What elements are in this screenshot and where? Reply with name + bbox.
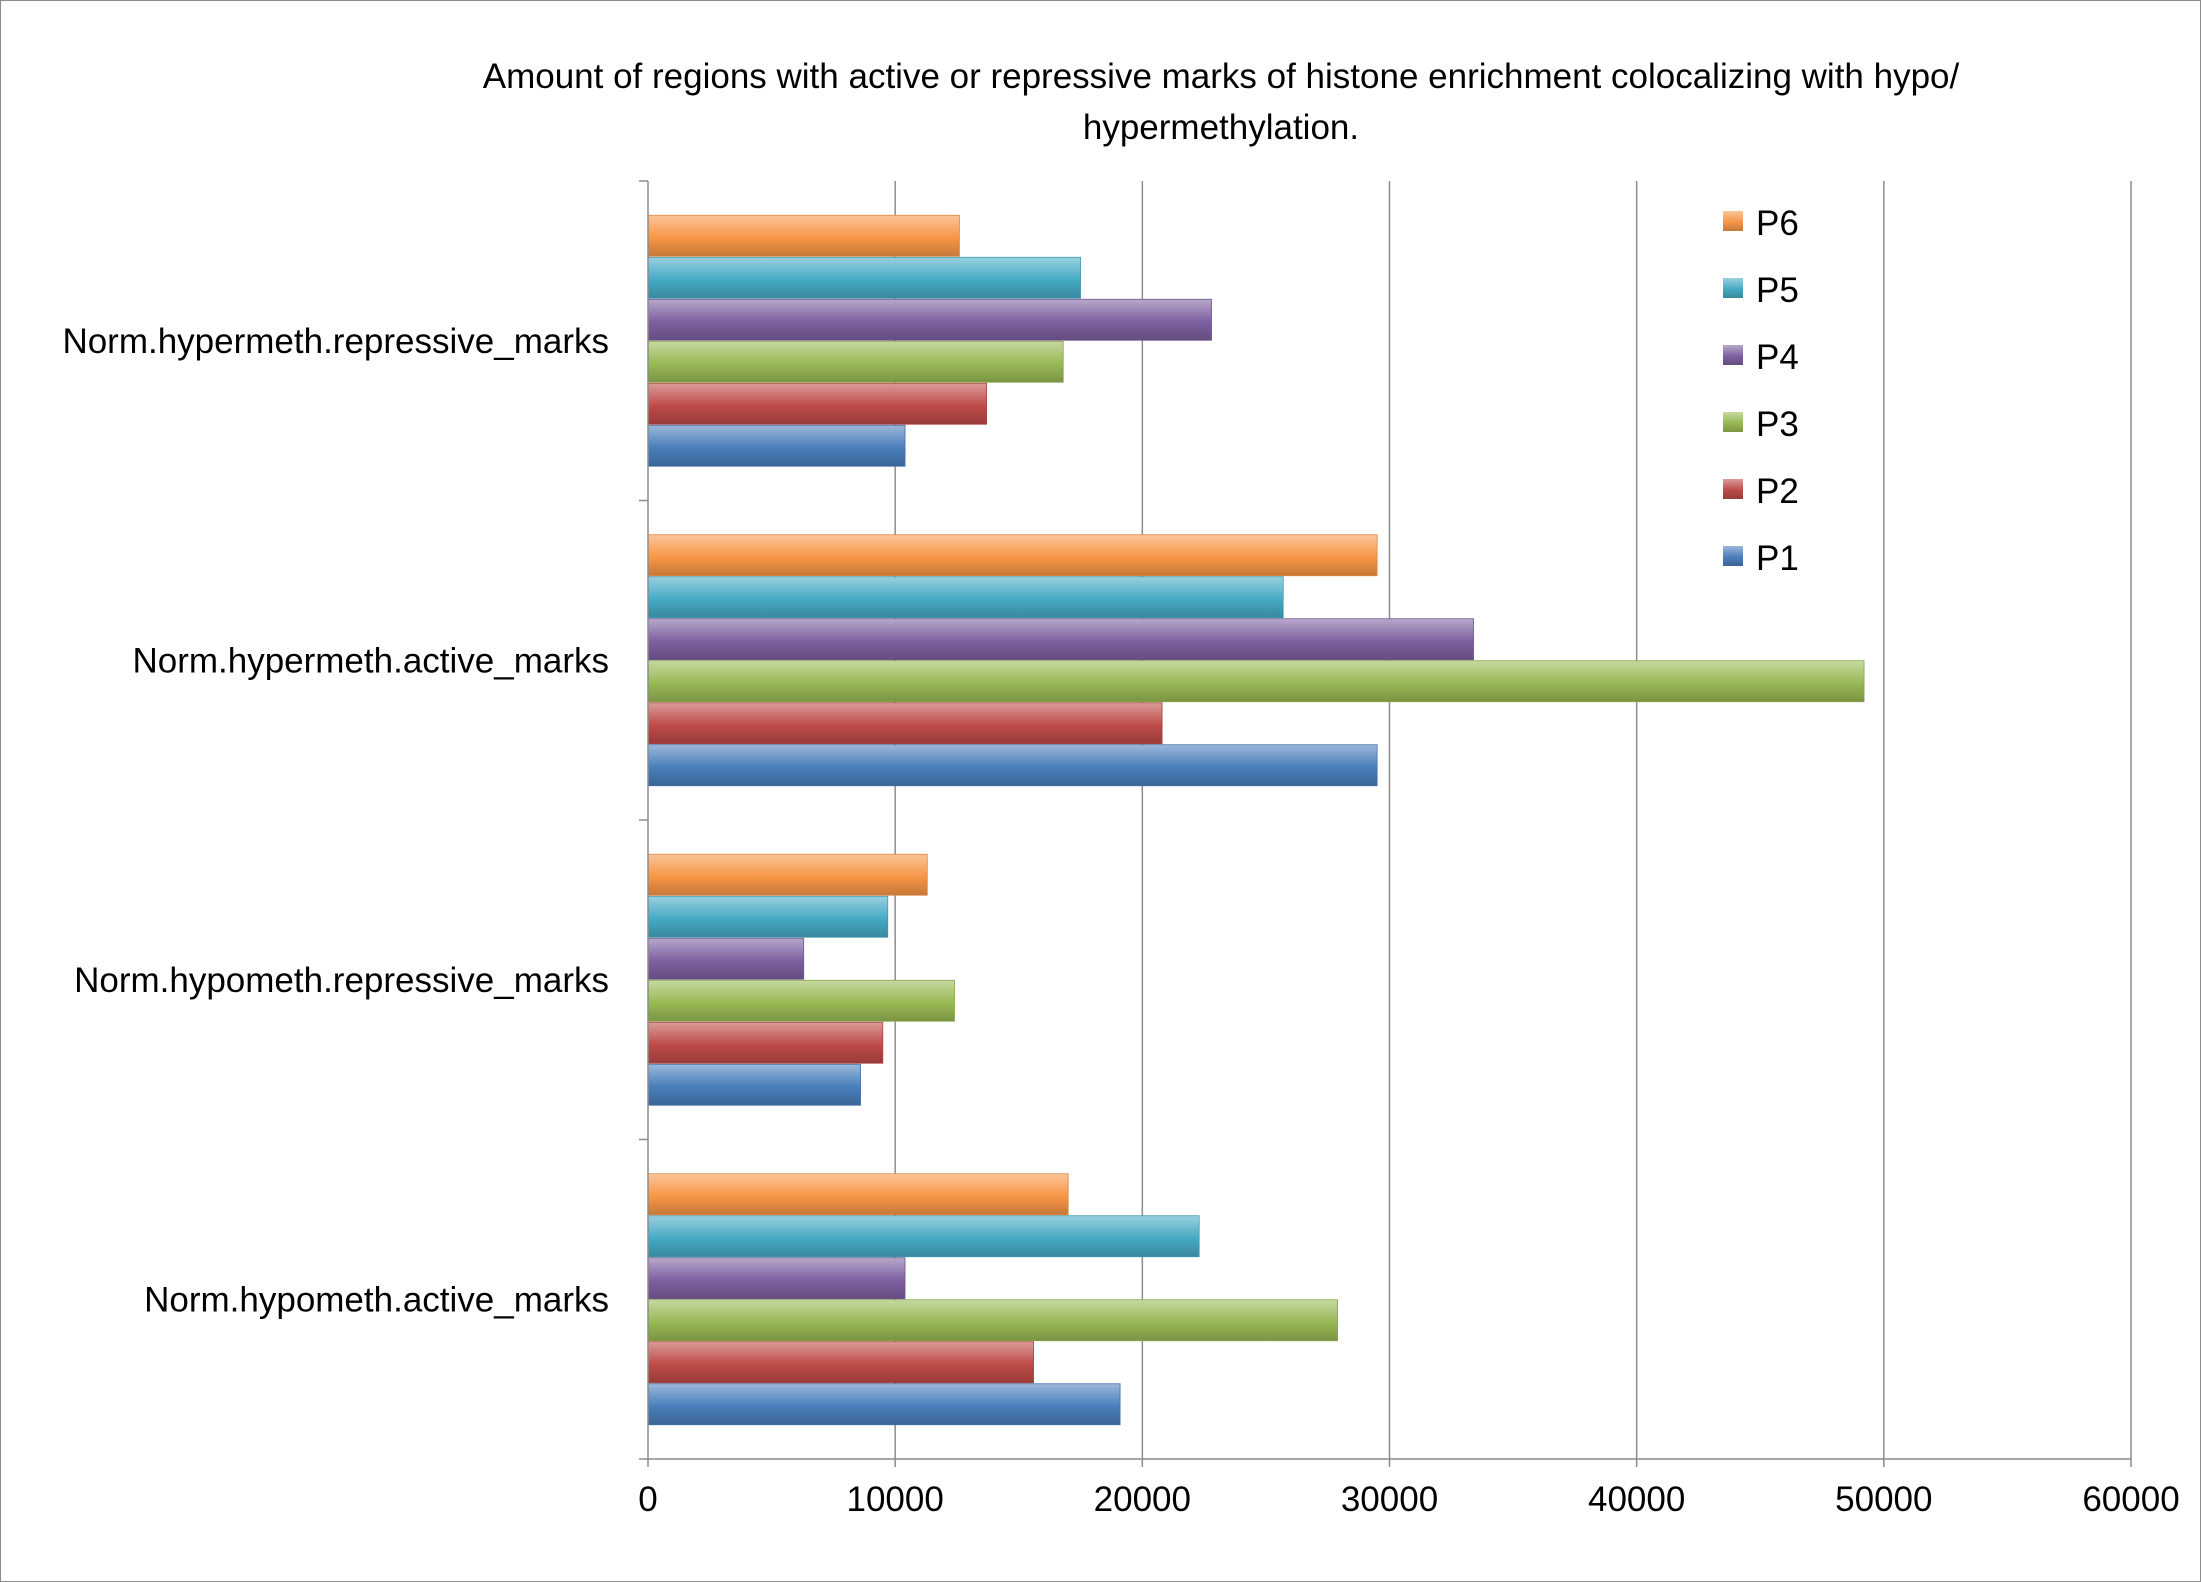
bar-p1-norm-hypometh-repressive-marks (647, 1063, 861, 1106)
bar-p5-norm-hypometh-active-marks (647, 1215, 1200, 1258)
axes (639, 180, 2132, 1467)
legend-swatch-p2 (1723, 479, 1743, 499)
bar-p6-norm-hypermeth-repressive-marks (647, 214, 960, 257)
bar-p4-norm-hypermeth-active-marks (647, 618, 1474, 661)
category-label-norm-hypometh-repressive-marks: Norm.hypometh.repressive_marks (74, 961, 609, 1000)
legend-swatch-p6 (1723, 211, 1743, 231)
bar-p2-norm-hypometh-repressive-marks (647, 1021, 884, 1064)
bar-p5-norm-hypometh-repressive-marks (647, 895, 889, 938)
x-tick-label: 60000 (2082, 1480, 2179, 1519)
chart-title: Amount of regions with active or repress… (482, 57, 1960, 147)
bars (647, 214, 1865, 1426)
bar-p2-norm-hypermeth-repressive-marks (647, 382, 988, 425)
bar-p1-norm-hypometh-active-marks (647, 1383, 1121, 1426)
category-label-norm-hypermeth-repressive-marks: Norm.hypermeth.repressive_marks (62, 322, 609, 361)
bar-p3-norm-hypometh-active-marks (647, 1299, 1338, 1342)
legend-label-p4: P4 (1756, 338, 1799, 377)
bar-p4-norm-hypometh-repressive-marks (647, 937, 805, 980)
bar-p3-norm-hypometh-repressive-marks (647, 979, 955, 1022)
bar-p1-norm-hypermeth-active-marks (647, 744, 1378, 787)
legend-swatch-p4 (1723, 345, 1743, 365)
labels: 0 10000 20000 30000 40000 50000 60000 Norm.hypo… (62, 322, 2179, 1519)
bar-p2-norm-hypermeth-active-marks (647, 702, 1163, 745)
legend-label-p5: P5 (1756, 271, 1799, 310)
category-label-norm-hypometh-active-marks: Norm.hypometh.active_marks (144, 1280, 609, 1319)
bar-p4-norm-hypometh-active-marks (647, 1257, 906, 1300)
bar-p5-norm-hypermeth-active-marks (647, 576, 1284, 619)
gridlines (894, 181, 2132, 1459)
bar-p6-norm-hypermeth-active-marks (647, 534, 1378, 577)
x-tick-label: 20000 (1094, 1480, 1191, 1519)
x-tick-label: 0 (638, 1480, 657, 1519)
legend-swatch-p1 (1723, 546, 1743, 566)
legend: P6 P5 P4 P3 P2 P1 (1723, 204, 1799, 578)
bar-p5-norm-hypermeth-repressive-marks (647, 256, 1081, 299)
bar-p4-norm-hypermeth-repressive-marks (647, 298, 1212, 341)
bar-p6-norm-hypometh-active-marks (647, 1173, 1069, 1216)
legend-label-p3: P3 (1756, 405, 1799, 444)
legend-label-p2: P2 (1756, 472, 1799, 511)
bar-p3-norm-hypermeth-active-marks (647, 660, 1865, 703)
x-tick-label: 10000 (847, 1480, 944, 1519)
x-tick-label: 50000 (1835, 1480, 1932, 1519)
bar-p1-norm-hypermeth-repressive-marks (647, 424, 906, 467)
legend-swatch-p3 (1723, 412, 1743, 432)
bar-p3-norm-hypermeth-repressive-marks (647, 340, 1064, 383)
legend-label-p1: P1 (1756, 539, 1799, 578)
x-tick-label: 30000 (1341, 1480, 1438, 1519)
category-label-norm-hypermeth-active-marks: Norm.hypermeth.active_marks (132, 641, 609, 680)
bar-p6-norm-hypometh-repressive-marks (647, 853, 928, 896)
legend-label-p6: P6 (1756, 204, 1799, 243)
bar-p2-norm-hypometh-active-marks (647, 1341, 1034, 1384)
x-tick-label: 40000 (1588, 1480, 1685, 1519)
legend-swatch-p5 (1723, 278, 1743, 298)
